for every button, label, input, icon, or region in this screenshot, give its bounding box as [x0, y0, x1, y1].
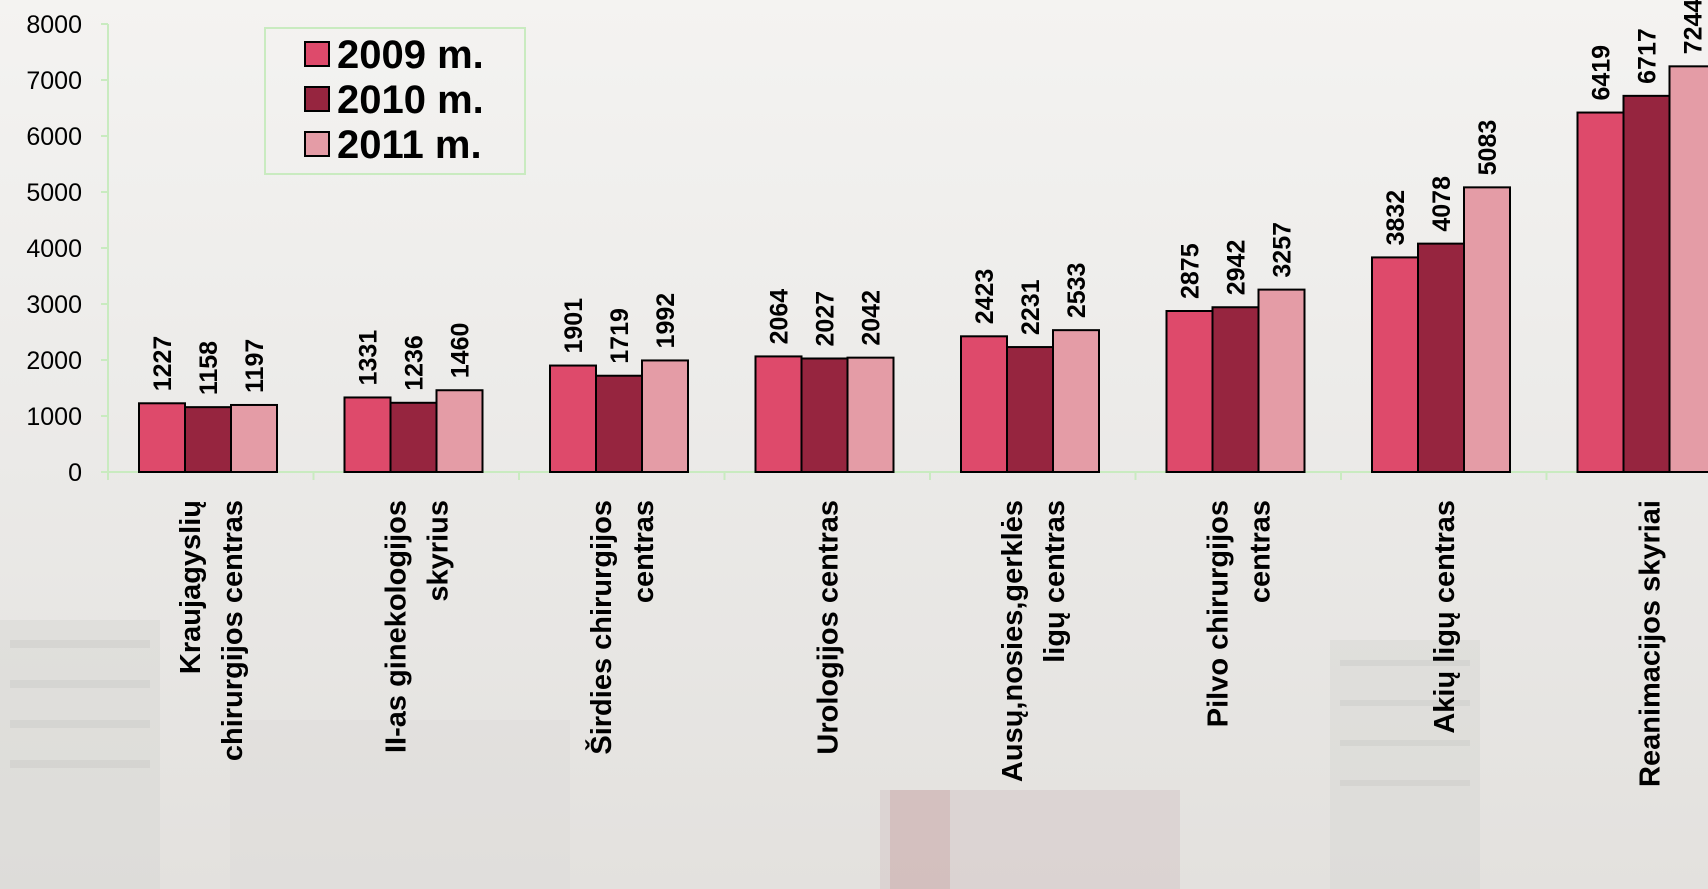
category-label: Kraujagyslių chirurgijos centras [175, 500, 249, 761]
data-label: 1460 [447, 323, 475, 379]
data-label: 2064 [766, 289, 794, 345]
data-label: 2231 [1017, 279, 1045, 335]
legend-label: 2011 m. [337, 123, 482, 167]
bar [549, 364, 597, 474]
category-label-line: II-as ginekologijos [380, 500, 412, 753]
category-label-line: Pilvo chirurgijos [1202, 500, 1234, 727]
data-label: 3832 [1382, 190, 1410, 246]
category-label: Akių ligų centras [1429, 500, 1461, 734]
bar [595, 374, 643, 473]
bar [1257, 288, 1306, 473]
data-label: 5083 [1474, 120, 1502, 176]
bar [343, 396, 392, 473]
legend-label: 2010 m. [337, 78, 484, 122]
y-tick-label: 3000 [26, 291, 82, 319]
bar [1463, 186, 1511, 474]
bar [641, 359, 689, 473]
data-label: 3257 [1269, 222, 1297, 278]
bar [389, 401, 438, 473]
bar [1052, 329, 1100, 474]
category-label-line: skyrius [422, 500, 454, 602]
bar [800, 357, 849, 474]
bar [1165, 310, 1214, 473]
data-label: 2533 [1063, 263, 1091, 319]
bar [184, 406, 232, 474]
category-label-line: Reanimacijos skyriai [1634, 500, 1666, 787]
y-tick-label: 8000 [26, 11, 82, 39]
data-label: 1197 [241, 339, 269, 393]
legend-label: 2009 m. [337, 33, 484, 77]
y-tick-label: 4000 [26, 235, 82, 263]
legend-swatch [304, 131, 330, 157]
data-label: 7244 [1680, 0, 1708, 54]
bar [960, 335, 1008, 474]
bar [1417, 242, 1465, 473]
bar [1371, 256, 1419, 473]
category-label-line: centras [1244, 500, 1276, 603]
category-label-line: Ausų,nosies,gerklės [997, 500, 1029, 782]
y-tick-label: 6000 [26, 123, 82, 151]
data-label: 2027 [812, 291, 840, 347]
data-label: 1227 [149, 336, 177, 392]
data-label: 2942 [1223, 240, 1251, 296]
category-label-line: chirurgijos centras [217, 500, 249, 761]
data-label: 4078 [1428, 176, 1456, 232]
legend-swatch [304, 86, 330, 112]
category-label: Pilvo chirurgijos centras [1202, 500, 1276, 727]
bar [1211, 306, 1260, 473]
data-label: 1158 [195, 341, 223, 395]
legend-swatch [304, 41, 330, 67]
data-label: 1719 [606, 308, 634, 364]
bar [846, 356, 895, 474]
y-tick-label: 7000 [26, 67, 82, 95]
category-label: Reanimacijos skyriai [1634, 500, 1666, 787]
data-label: 6717 [1634, 28, 1662, 84]
category-label-line: Širdies chirurgijos [584, 500, 618, 755]
data-label: 1331 [355, 330, 383, 386]
category-label-line: centras [628, 500, 660, 603]
category-label: II-as ginekologijos skyrius [380, 500, 454, 753]
category-label-line: ligų centras [1039, 500, 1071, 663]
legend: 2009 m.2010 m.2011 m. [264, 27, 526, 175]
bar [1668, 65, 1708, 473]
category-label-line: Urologijos centras [812, 500, 844, 755]
legend-box [264, 27, 526, 175]
category-label-line: Kraujagyslių [175, 500, 207, 674]
y-tick-label: 2000 [26, 347, 82, 375]
data-label: 6419 [1588, 45, 1616, 101]
bar [1576, 111, 1625, 473]
data-label: 1992 [652, 293, 680, 349]
data-label: 2875 [1177, 243, 1205, 299]
category-label: Širdies chirurgijos centras [584, 500, 660, 755]
data-label: 2042 [858, 290, 886, 346]
y-tick-label: 0 [68, 459, 82, 487]
bar [435, 389, 484, 473]
bar [1622, 94, 1671, 474]
category-label: Urologijos centras [812, 500, 844, 755]
data-label: 2423 [971, 269, 999, 325]
y-tick-label: 1000 [26, 403, 82, 431]
bar [138, 402, 186, 473]
bar [754, 355, 803, 473]
category-label: Ausų,nosies,gerklės ligų centras [997, 500, 1071, 782]
data-label: 1901 [560, 298, 588, 354]
data-label: 1236 [401, 335, 429, 391]
y-tick-label: 5000 [26, 179, 82, 207]
bar [230, 403, 278, 473]
category-label-line: Akių ligų centras [1429, 500, 1461, 734]
bar [1006, 346, 1054, 473]
